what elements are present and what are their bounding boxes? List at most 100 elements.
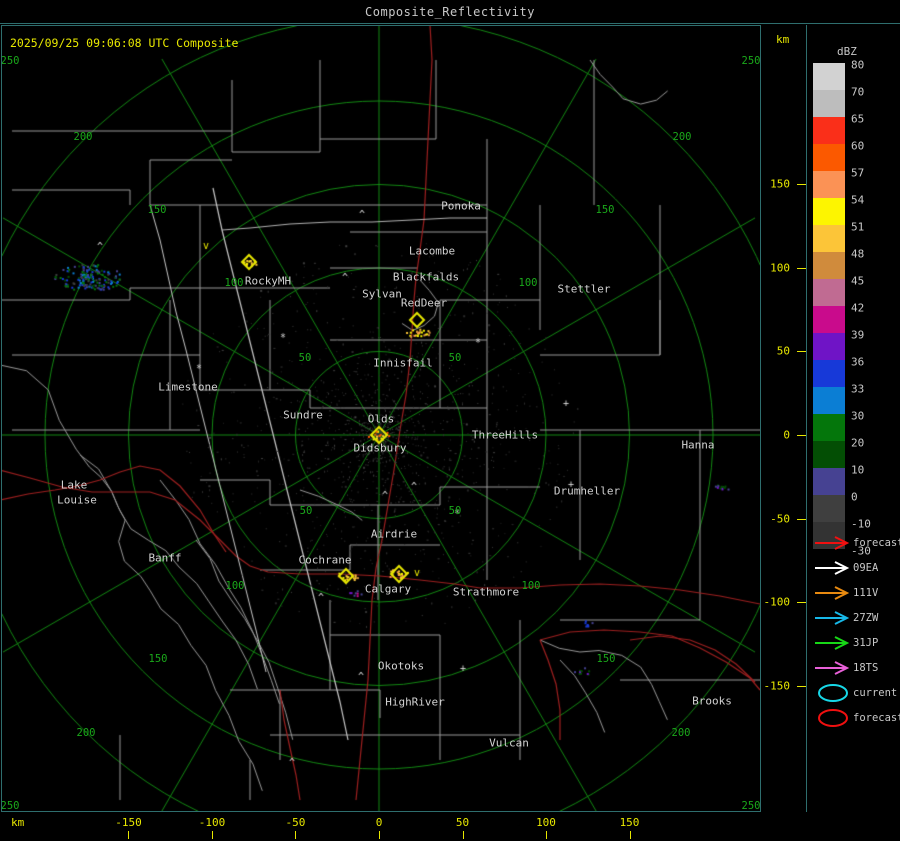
legend-row[interactable]: 111V <box>813 580 900 605</box>
colorbar-tick-label: -30 <box>851 544 871 558</box>
y-axis-tick-mark <box>797 685 806 687</box>
range-ring-label: 250 <box>741 800 761 812</box>
x-axis-tick-mark <box>629 831 631 839</box>
map-city-label: Lake <box>60 478 88 492</box>
legend-row[interactable]: current <box>813 680 900 705</box>
map-city-label: Limestone <box>158 380 218 394</box>
colorbar-swatch[interactable] <box>813 171 845 198</box>
map-city-label: Brooks <box>692 694 732 708</box>
colorbar-tick-label: 36 <box>851 355 865 369</box>
x-axis: km -150 -100 -50 0 50 100 150 <box>1 812 761 841</box>
window-title: Composite_Reflectivity <box>365 4 535 19</box>
y-axis-tick-mark <box>797 267 806 269</box>
colorbar-tick-label: 51 <box>851 220 865 234</box>
colorbar-tick-label: 30 <box>851 409 865 423</box>
colorbar-tick-label: -10 <box>851 517 871 531</box>
map-city-label: Ponoka <box>441 199 481 213</box>
y-axis-tick-mark <box>797 351 806 353</box>
colorbar-tick-label: 10 <box>851 463 865 477</box>
map-city-label: Vulcan <box>489 736 529 750</box>
colorbar-tick-label: 65 <box>851 112 865 126</box>
radar-display-panel[interactable]: 2025/09/25 09:06:08 UTC Composite Ponoka… <box>1 25 761 812</box>
colorbar-swatch[interactable] <box>813 414 845 441</box>
colorbar-swatch[interactable] <box>813 468 845 495</box>
colorbar-tick-label: 39 <box>851 328 865 342</box>
y-axis-tick-label: 100 <box>770 261 790 275</box>
colorbar-swatch[interactable] <box>813 252 845 279</box>
colorbar-swatch[interactable] <box>813 441 845 468</box>
x-axis-tick-label: -50 <box>285 816 306 829</box>
range-ring-label: 100 <box>521 580 541 592</box>
map-city-label: HighRiver <box>385 695 445 709</box>
legend-label: 27ZW <box>853 611 879 624</box>
x-axis-tick-mark <box>211 831 213 839</box>
colorbar-tick-label: 54 <box>851 193 865 207</box>
colorbar-swatch[interactable] <box>813 306 845 333</box>
x-axis-tick-label: 50 <box>455 816 470 829</box>
legend-label: 31JP <box>853 636 879 649</box>
map-city-label: Louise <box>57 493 97 507</box>
colorbar-tick-label: 20 <box>851 436 865 450</box>
colorbar-swatch[interactable] <box>813 198 845 225</box>
colorbar-swatch[interactable] <box>813 90 845 117</box>
range-ring-label: 100 <box>518 277 538 289</box>
track-arrow-icon <box>813 557 853 579</box>
legend-row[interactable]: 31JP <box>813 630 900 655</box>
legend-row[interactable]: 09EA <box>813 555 900 580</box>
y-axis-tick-mark <box>797 602 806 603</box>
y-axis-tick-label: 50 <box>776 344 790 358</box>
colorbar-swatch[interactable] <box>813 63 845 90</box>
range-ring-label: 150 <box>595 204 615 216</box>
radar-timestamp: 2025/09/25 09:06:08 UTC Composite <box>10 36 239 50</box>
radar-map-canvas[interactable] <box>2 26 760 811</box>
legend-row[interactable]: 27ZW <box>813 605 900 630</box>
map-city-label: Hanna <box>681 438 715 452</box>
range-ring-label: 50 <box>298 352 312 364</box>
map-city-label: Lacombe <box>408 244 456 258</box>
colorbar-swatch[interactable] <box>813 144 845 171</box>
track-arrow-icon <box>813 657 853 679</box>
map-city-label: Cochrane <box>298 553 352 567</box>
y-axis-tick-mark <box>797 184 806 186</box>
legend-label: forecast <box>853 536 900 549</box>
legend-label: forecast <box>853 711 900 724</box>
x-axis-tick-mark <box>295 831 297 839</box>
dbz-colorbar[interactable] <box>813 63 845 549</box>
y-axis-tick-label: -150 <box>763 679 791 692</box>
legend-row[interactable]: forecast <box>813 530 900 555</box>
y-axis-tick-label: 0 <box>783 428 790 442</box>
colorbar-tick-label: 80 <box>851 58 865 72</box>
x-axis-tick-mark <box>128 831 130 839</box>
track-arrow-icon <box>813 532 853 554</box>
range-ring-label: 150 <box>147 204 167 216</box>
x-axis-tick-label: -100 <box>198 816 226 829</box>
x-axis-tick-mark <box>462 831 464 839</box>
legend-row[interactable]: 18TS <box>813 655 900 680</box>
x-axis-tick-label: 100 <box>536 816 556 829</box>
colorbar-swatch[interactable] <box>813 360 845 387</box>
colorbar-tick-label: 60 <box>851 139 865 153</box>
window-title-bar: Composite_Reflectivity <box>0 0 900 24</box>
colorbar-tick-label: 70 <box>851 85 865 99</box>
colorbar-swatch[interactable] <box>813 333 845 360</box>
map-city-label: Olds <box>367 412 395 426</box>
map-city-label: Airdrie <box>370 527 418 541</box>
colorbar-swatch[interactable] <box>813 522 845 549</box>
range-ring-label: 200 <box>672 131 692 143</box>
colorbar-swatch[interactable] <box>813 279 845 306</box>
map-city-label: Didsbury <box>353 441 407 455</box>
range-ring-label: 50 <box>299 505 313 517</box>
colorbar-swatch[interactable] <box>813 387 845 414</box>
colorbar-swatch[interactable] <box>813 495 845 522</box>
y-axis-tick-label: 150 <box>770 177 790 191</box>
map-city-label: Stettler <box>557 282 611 296</box>
storm-ellipse-icon <box>813 707 853 729</box>
colorbar-swatch[interactable] <box>813 225 845 252</box>
track-arrow-icon <box>813 582 853 604</box>
range-ring-label: 150 <box>596 653 616 665</box>
colorbar-swatch[interactable] <box>813 117 845 144</box>
legend-row[interactable]: forecast <box>813 705 900 730</box>
y-axis-tick-label: -100 <box>763 595 791 609</box>
colorbar-panel: dBZ forecast 09EA 111V 27ZW 31JP 18TS current f… <box>806 25 900 812</box>
range-ring-label: 100 <box>224 277 244 289</box>
